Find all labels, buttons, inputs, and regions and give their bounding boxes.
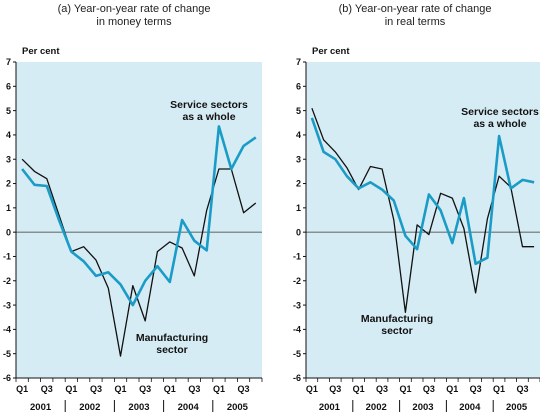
x-tick-label: Q1	[213, 384, 225, 394]
y-tick-label: 2	[296, 179, 301, 189]
y-tick-label: -6	[3, 373, 11, 383]
year-label: 2003	[412, 402, 433, 413]
year-label: 2001	[30, 402, 52, 413]
series-line-services	[310, 117, 535, 266]
x-tick-label: Q3	[188, 384, 200, 394]
annotation-manufacturing: Manufacturing	[136, 332, 208, 344]
x-tick-label: Q1	[306, 384, 318, 394]
x-tick-label: Q3	[376, 384, 388, 394]
y-tick-label: 0	[296, 227, 301, 237]
series-line-manufacturing	[21, 158, 257, 357]
plot-area	[16, 62, 262, 378]
annotation-manufacturing: sector	[381, 325, 413, 337]
x-tick-label: Q3	[90, 384, 102, 394]
y-tick-label: -6	[293, 373, 301, 383]
y-tick-label: 0	[6, 227, 11, 237]
x-tick-label: Q1	[164, 384, 176, 394]
y-tick-label: 7	[296, 57, 301, 67]
year-label: 2003	[128, 402, 149, 413]
chart-title: in real terms	[385, 16, 446, 28]
y-tick-label: 6	[6, 82, 11, 92]
y-tick-label: -5	[3, 349, 11, 359]
x-tick-label: Q3	[516, 384, 528, 394]
x-tick-label: Q3	[238, 384, 250, 394]
y-tick-label: 5	[296, 106, 301, 116]
year-label: 2001	[319, 402, 341, 413]
y-tick-label: -1	[293, 252, 301, 262]
x-tick-label: Q3	[329, 384, 341, 394]
series-line-services	[21, 125, 257, 307]
y-tick-label: -2	[293, 276, 301, 286]
y-axis-label: Per cent	[312, 46, 350, 57]
annotation-services: Service sectors	[461, 106, 539, 118]
year-label: 2005	[506, 402, 528, 413]
year-label: 2002	[366, 402, 387, 413]
annotation-services: Service sectors	[170, 99, 248, 111]
x-tick-label: Q3	[41, 384, 53, 394]
x-tick-label: Q3	[423, 384, 435, 394]
y-tick-label: -4	[293, 325, 301, 335]
annotation-services: as a whole	[473, 118, 526, 130]
y-axis-label: Per cent	[22, 46, 60, 57]
x-tick-label: Q1	[65, 384, 77, 394]
y-tick-label: -3	[3, 300, 11, 310]
y-tick-label: -1	[3, 252, 11, 262]
year-label: 2002	[79, 402, 100, 413]
year-label: 2004	[459, 402, 481, 413]
y-tick-label: 3	[6, 154, 11, 164]
x-tick-label: Q1	[353, 384, 365, 394]
year-label: 2005	[227, 402, 249, 413]
x-tick-label: Q3	[470, 384, 482, 394]
x-tick-label: Q3	[139, 384, 151, 394]
series-line-manufacturing	[311, 107, 535, 314]
y-tick-label: -3	[293, 300, 301, 310]
y-tick-label: 1	[6, 203, 11, 213]
x-tick-label: Q1	[446, 384, 458, 394]
y-tick-label: 2	[6, 179, 11, 189]
x-tick-label: Q1	[493, 384, 505, 394]
y-tick-label: 7	[6, 57, 11, 67]
y-tick-label: 5	[6, 106, 11, 116]
y-tick-label: 3	[296, 154, 301, 164]
y-tick-label: 4	[296, 130, 301, 140]
y-tick-label: 1	[296, 203, 301, 213]
chart-title: in money terms	[96, 16, 172, 28]
y-tick-label: -2	[3, 276, 11, 286]
annotation-services: as a whole	[182, 111, 235, 123]
annotation-manufacturing: Manufacturing	[361, 313, 433, 325]
x-tick-label: Q1	[399, 384, 411, 394]
y-tick-label: 6	[296, 82, 301, 92]
chart-title: (b) Year-on-year rate of change	[339, 3, 492, 15]
y-tick-label: 4	[6, 130, 11, 140]
chart-title: (a) Year-on-year rate of change	[58, 3, 211, 15]
year-label: 2004	[178, 402, 200, 413]
x-tick-label: Q1	[115, 384, 127, 394]
annotation-manufacturing: sector	[156, 344, 188, 356]
y-tick-label: -5	[293, 349, 301, 359]
x-tick-label: Q1	[16, 384, 28, 394]
y-tick-label: -4	[3, 325, 11, 335]
